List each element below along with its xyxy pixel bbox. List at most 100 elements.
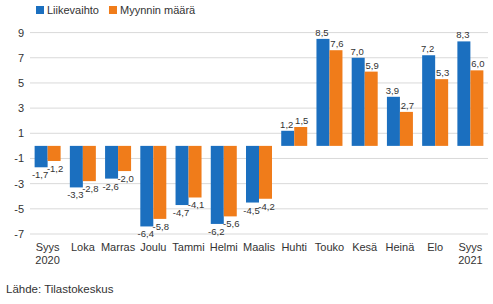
bar <box>70 146 83 188</box>
y-tick-label: -3 <box>14 178 24 190</box>
data-label: 6,0 <box>471 58 484 69</box>
bar <box>35 146 48 167</box>
y-tick-label: 3 <box>18 102 24 114</box>
data-label: 7,6 <box>330 38 343 49</box>
data-label: 8,3 <box>456 29 469 40</box>
grid-line <box>30 234 488 235</box>
bar <box>400 112 413 146</box>
bar <box>211 146 224 224</box>
data-label: -5,8 <box>153 221 169 232</box>
x-tick-label: Elo <box>427 241 443 253</box>
bar <box>365 72 378 146</box>
legend-label: Myynnin määrä <box>120 4 196 16</box>
x-tick-label: Kesä <box>352 241 378 253</box>
x-tick-label-line: Marras <box>101 241 136 253</box>
y-tick-label: 7 <box>18 52 24 64</box>
x-tick-label: Joulu <box>140 241 166 253</box>
bar <box>470 70 483 146</box>
y-tick-label: 1 <box>18 127 24 139</box>
data-label: -1,7 <box>32 169 48 180</box>
bar <box>435 79 448 146</box>
bar <box>83 146 96 181</box>
x-tick-label: Touko <box>315 241 344 253</box>
x-tick-label-line: Heinä <box>386 241 416 253</box>
x-tick-label-line: 2020 <box>35 254 59 266</box>
x-tick-label-line: Loka <box>71 241 96 253</box>
bars <box>35 39 484 227</box>
bar <box>189 146 202 198</box>
x-tick-label: Loka <box>71 241 96 253</box>
y-tick-label: -7 <box>14 228 24 240</box>
x-tick-label-line: Elo <box>427 241 443 253</box>
data-label: 1,5 <box>295 115 308 126</box>
bar <box>118 146 131 171</box>
grid-line <box>30 32 488 33</box>
bar <box>176 146 189 205</box>
grid-line <box>30 108 488 109</box>
bar <box>457 41 470 145</box>
bar <box>259 146 272 199</box>
x-tick-label: Helmi <box>210 241 238 253</box>
legend-swatch <box>109 6 117 14</box>
y-tick-label: -5 <box>14 203 24 215</box>
x-tick-label: Syys2021 <box>458 241 483 266</box>
bar <box>105 146 118 179</box>
bar <box>246 146 259 203</box>
x-tick-label: Syys2020 <box>35 241 60 266</box>
data-label: -2,0 <box>117 173 133 184</box>
x-tick-label-line: Syys <box>36 241 60 253</box>
data-label: 7,2 <box>421 43 434 54</box>
x-tick-label-line: Helmi <box>210 241 238 253</box>
data-label: 5,3 <box>436 67 449 78</box>
x-tick-label-line: Maalis <box>243 241 275 253</box>
x-tick-label: Maalis <box>243 241 275 253</box>
y-tick-label: 9 <box>18 27 24 39</box>
data-label: 2,7 <box>401 100 414 111</box>
data-label: -5,6 <box>223 218 239 229</box>
data-label: -4,1 <box>188 199 204 210</box>
data-label: -2,6 <box>102 181 118 192</box>
bar <box>294 127 307 146</box>
grid-line <box>30 82 488 83</box>
bar <box>224 146 237 216</box>
x-tick-label-line: Touko <box>315 241 344 253</box>
bar <box>329 50 342 146</box>
data-label: -2,8 <box>82 183 98 194</box>
x-tick-label: Tammi <box>172 241 204 253</box>
data-label: -4,2 <box>258 201 274 212</box>
data-label: -6,2 <box>208 226 224 237</box>
bar <box>153 146 166 219</box>
x-tick-label: Heinä <box>386 241 416 253</box>
grid-line <box>30 133 488 134</box>
y-tick-label: -1 <box>14 152 24 164</box>
data-label: -6,4 <box>138 228 154 239</box>
bar <box>422 55 435 146</box>
x-tick-label-line: 2021 <box>458 254 482 266</box>
bar <box>352 58 365 146</box>
x-tick-label-line: Joulu <box>140 241 166 253</box>
x-tick-label-line: Syys <box>458 241 482 253</box>
source: Lähde: Tilastokeskus <box>6 283 114 295</box>
data-label: 7,0 <box>351 46 364 57</box>
x-tick-label-line: Kesä <box>352 241 378 253</box>
bar <box>281 131 294 146</box>
bar <box>140 146 153 227</box>
grid-line <box>30 57 488 58</box>
data-label: -3,3 <box>67 189 83 200</box>
data-label: -1,2 <box>47 163 63 174</box>
data-label: -4,5 <box>243 205 259 216</box>
y-tick-label: 5 <box>18 77 24 89</box>
bar <box>387 97 400 146</box>
data-label: 3,9 <box>386 85 399 96</box>
bar <box>316 39 329 146</box>
legend-label: Liikevaihto <box>47 4 99 16</box>
bar <box>48 146 61 161</box>
x-tick-label: Huhti <box>281 241 307 253</box>
data-label: 8,5 <box>315 27 328 38</box>
x-tick-label: Marras <box>101 241 136 253</box>
x-tick-label-line: Huhti <box>281 241 307 253</box>
data-label: -4,7 <box>173 207 189 218</box>
data-label: 5,9 <box>366 60 379 71</box>
legend-swatch <box>36 6 44 14</box>
data-label: 1,2 <box>280 119 293 130</box>
